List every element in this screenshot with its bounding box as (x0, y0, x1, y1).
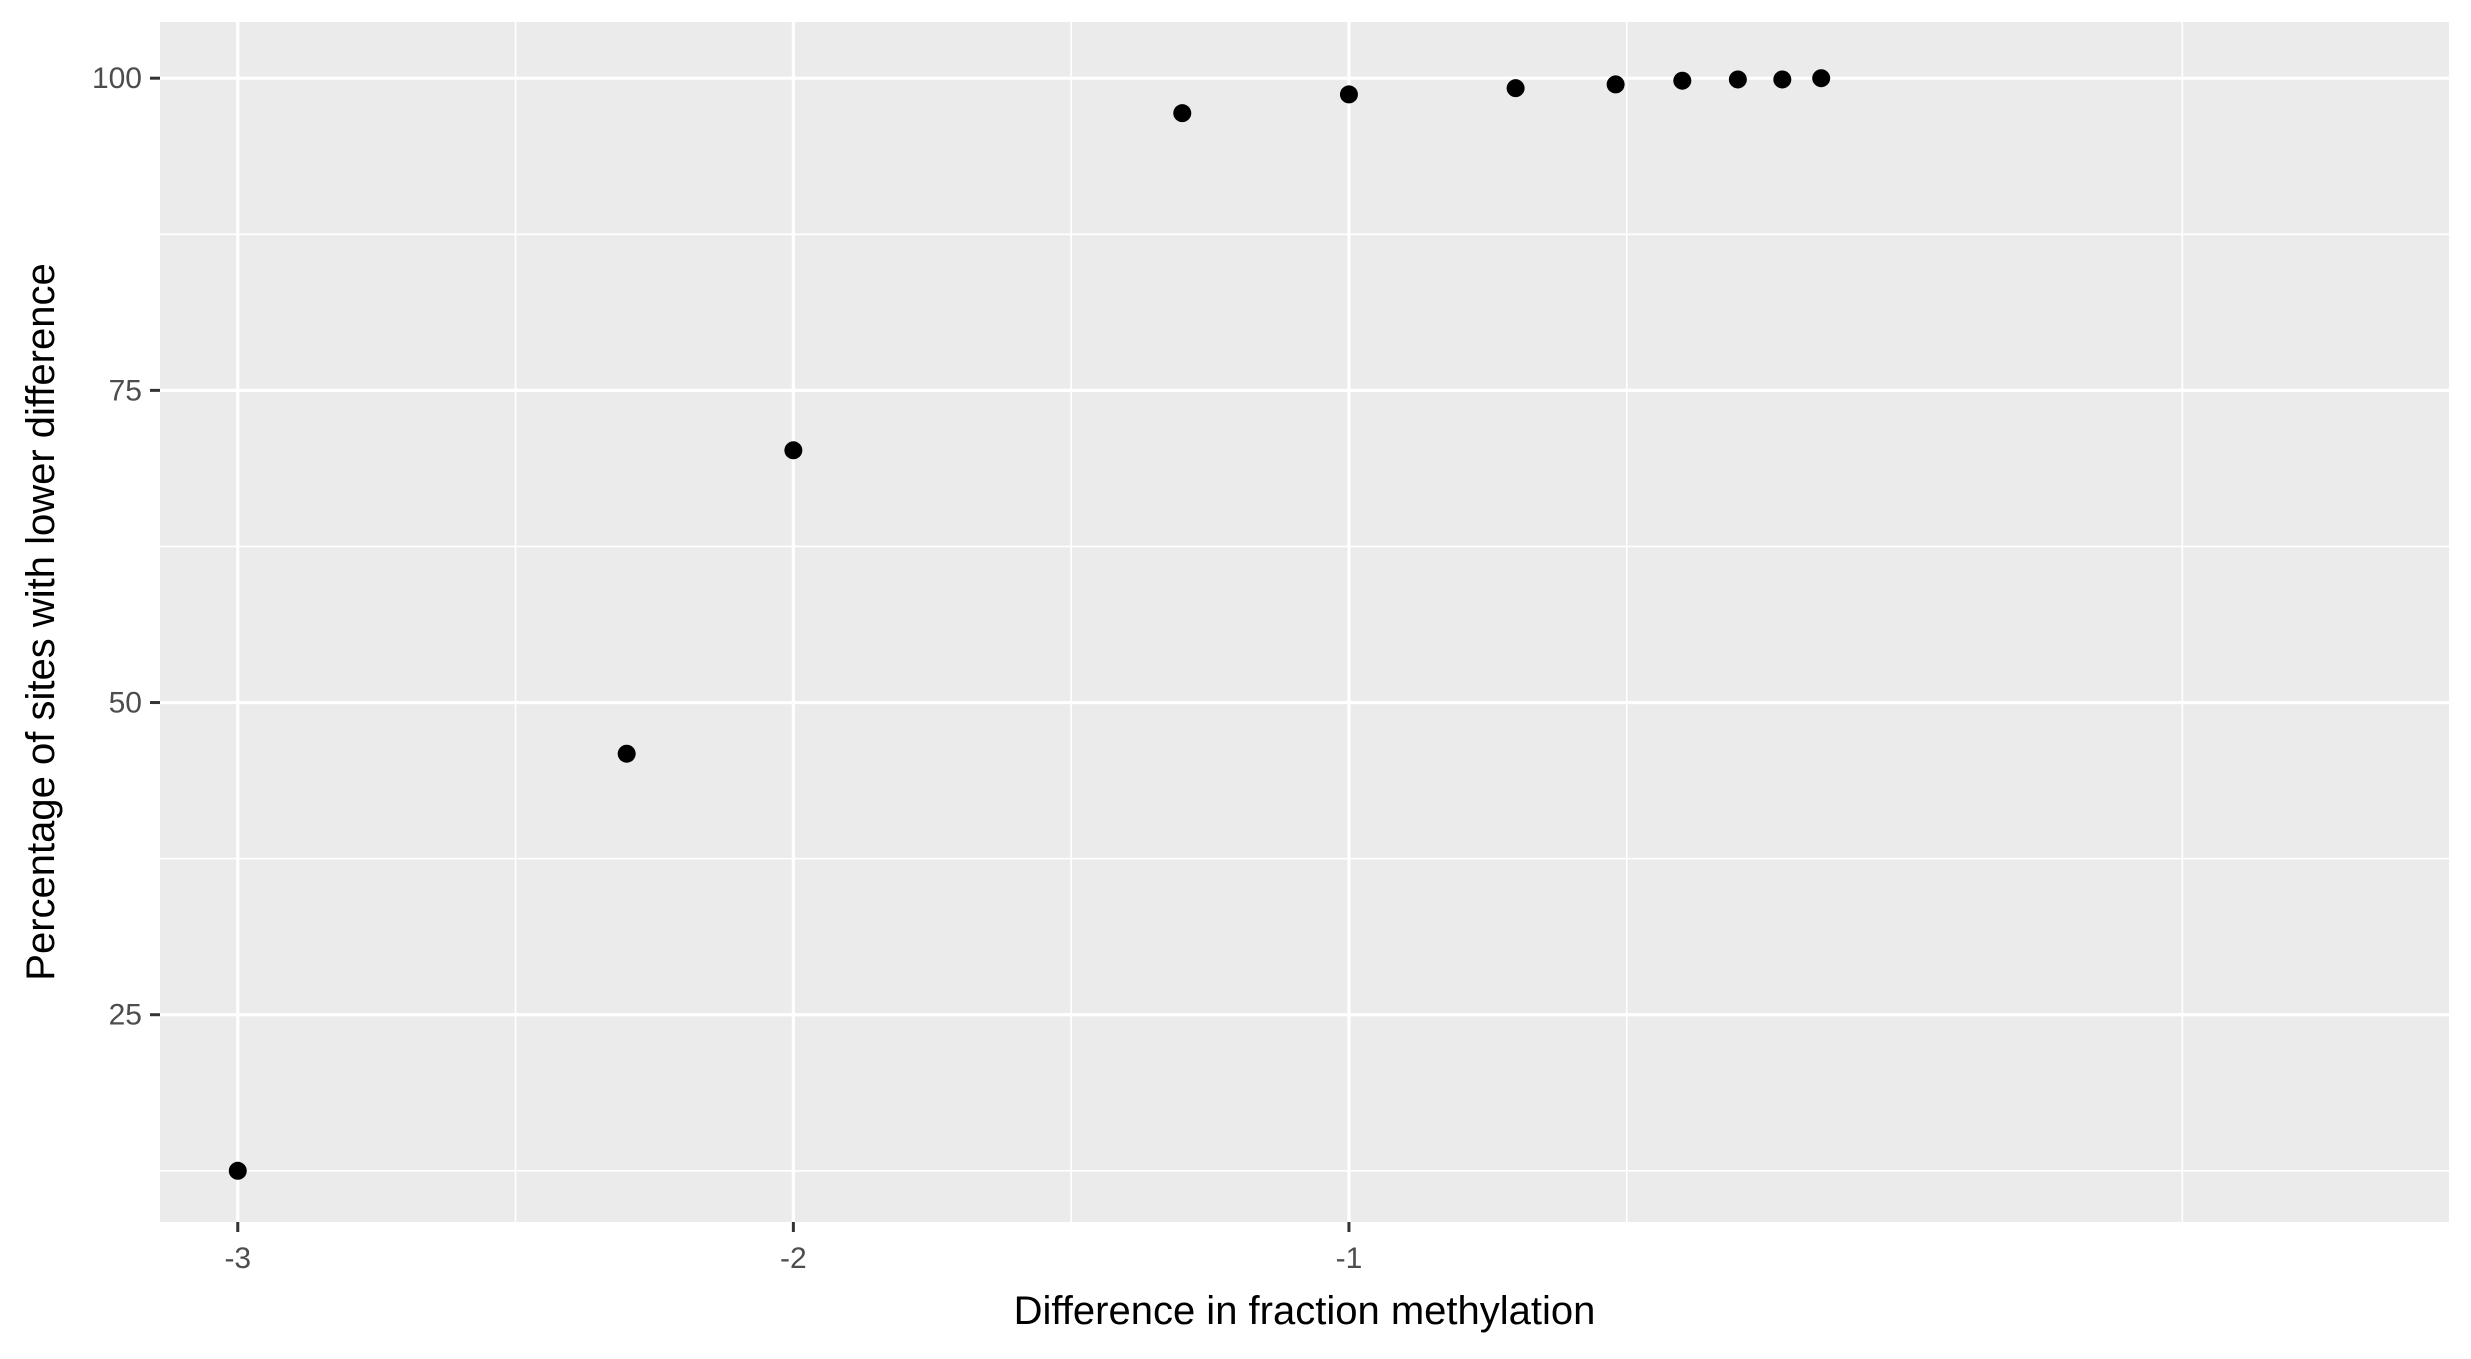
minor-gridlines (160, 22, 2449, 1222)
data-point (784, 441, 803, 460)
data-point (1339, 85, 1358, 104)
x-axis-title: Difference in fraction methylation (1014, 1289, 1596, 1333)
data-points (228, 69, 1831, 1180)
data-point (1673, 71, 1692, 90)
x-tick-label: -1 (1336, 1242, 1363, 1275)
plot-panel (160, 22, 2449, 1222)
data-point (1773, 70, 1792, 89)
axis-ticks (150, 76, 1351, 1232)
data-point (1506, 79, 1525, 98)
y-tick-label: 100 (92, 62, 142, 95)
data-point (1173, 104, 1192, 123)
y-tick-label: 25 (109, 999, 142, 1032)
data-point (228, 1161, 247, 1180)
x-tick-label: -3 (224, 1242, 251, 1275)
data-point (1606, 75, 1625, 94)
y-tick-label: 50 (109, 687, 142, 720)
y-tick-label: 75 (109, 374, 142, 407)
data-point (1812, 69, 1831, 88)
data-point (617, 744, 636, 763)
x-tick-label: -2 (780, 1242, 807, 1275)
major-gridlines (160, 22, 2449, 1222)
data-point (1728, 70, 1747, 89)
tick-labels: -3 -2 -1 25 50 75 100 (92, 62, 1362, 1275)
y-axis-title: Percentage of sites with lower differenc… (19, 263, 63, 980)
